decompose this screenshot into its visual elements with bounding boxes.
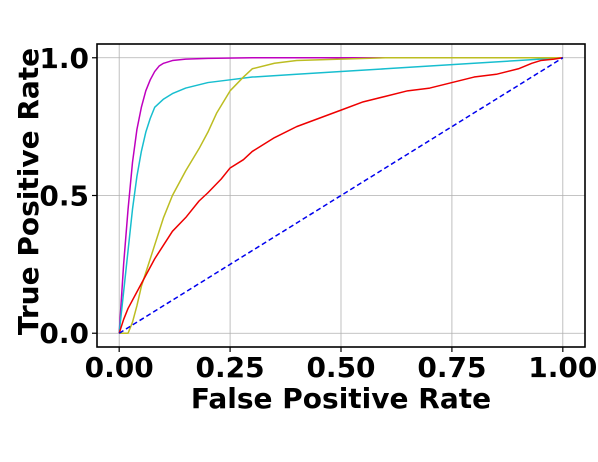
x-tick-label: 0.25 (196, 351, 265, 384)
grid-layer (97, 44, 585, 347)
y-axis-title: True Positive Rate (12, 48, 45, 335)
y-tick-label: 1.0 (39, 42, 89, 75)
x-tick-label: 0.75 (417, 351, 486, 384)
x-axis-title: False Positive Rate (191, 382, 491, 415)
y-tick-label: 0.0 (39, 317, 89, 350)
x-tick-label: 0.50 (306, 351, 375, 384)
x-tick-label: 0.00 (85, 351, 154, 384)
series-layer (118, 57, 564, 334)
roc-curve-4 (118, 57, 563, 334)
x-tick-label: 1.00 (528, 351, 597, 384)
roc-curve-1 (118, 57, 563, 334)
roc-curve-3 (119, 57, 563, 334)
diagonal-reference-line (118, 57, 564, 334)
roc-curve-2 (118, 57, 563, 334)
ticks-layer: 0.00 0.25 0.50 0.75 1.00 0.0 0.5 1.0 (39, 42, 597, 384)
y-tick-label: 0.5 (39, 180, 89, 213)
